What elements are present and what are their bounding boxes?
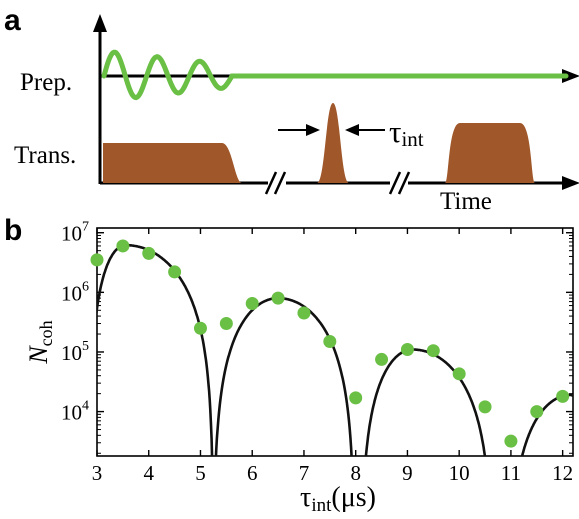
y-tick-label: 104 bbox=[61, 399, 89, 425]
x-tick-label: 4 bbox=[143, 461, 154, 485]
y-ticks: 104 105 106 107 bbox=[61, 220, 573, 454]
data-point bbox=[478, 400, 492, 414]
x-tick-label: 12 bbox=[552, 461, 573, 485]
fit-curve bbox=[97, 243, 573, 456]
tau-arrowhead-left bbox=[306, 124, 320, 136]
transfer-pulse-3 bbox=[445, 123, 535, 183]
panel-a-diagram: τint Prep. Trans. Time bbox=[14, 14, 579, 215]
data-point bbox=[375, 352, 389, 366]
prep-oscillation bbox=[101, 49, 569, 101]
prep-arrowhead bbox=[562, 69, 579, 83]
data-point bbox=[168, 265, 182, 279]
time-label: Time bbox=[440, 188, 492, 215]
data-point bbox=[219, 317, 233, 331]
x-tick-label: 9 bbox=[402, 461, 413, 485]
data-point bbox=[116, 239, 130, 253]
trans-label: Trans. bbox=[14, 142, 76, 169]
panel-b-letter: b bbox=[4, 214, 22, 247]
x-tick-label: 11 bbox=[501, 461, 521, 485]
data-point bbox=[245, 297, 259, 311]
data-point bbox=[90, 253, 104, 267]
plot-frame bbox=[96, 227, 574, 457]
transfer-pulse-2 bbox=[317, 103, 349, 183]
transfer-pulse-1 bbox=[103, 143, 242, 183]
data-point bbox=[323, 334, 337, 348]
x-axis-label: τint(μs) bbox=[300, 482, 376, 516]
tau-int-label: τint bbox=[389, 114, 424, 151]
y-axis-label: Ncoh bbox=[24, 320, 56, 364]
y-tick-label: 105 bbox=[61, 339, 89, 365]
data-point bbox=[271, 291, 285, 305]
svg-text:Ncoh: Ncoh bbox=[24, 320, 56, 364]
data-point bbox=[400, 343, 414, 357]
axis-break-2 bbox=[388, 171, 411, 195]
tau-arrowhead-right bbox=[345, 124, 359, 136]
x-tick-label: 3 bbox=[92, 461, 103, 485]
x-tick-label: 5 bbox=[195, 461, 206, 485]
data-point bbox=[452, 367, 466, 381]
y-tick-label: 107 bbox=[61, 220, 89, 246]
x-tick-label: 6 bbox=[247, 461, 258, 485]
data-point bbox=[426, 344, 440, 358]
x-tick-label: 8 bbox=[350, 461, 361, 485]
prep-label: Prep. bbox=[20, 69, 72, 96]
x-tick-label: 10 bbox=[449, 461, 470, 485]
fit-lobe bbox=[97, 243, 214, 456]
data-points bbox=[90, 239, 570, 448]
data-point bbox=[297, 306, 311, 320]
axis-break-1 bbox=[264, 171, 287, 195]
panel-a-y-arrowhead bbox=[93, 14, 107, 32]
fit-lobe bbox=[364, 348, 487, 456]
panel-a-letter: a bbox=[4, 4, 21, 37]
data-point bbox=[504, 434, 518, 448]
data-point bbox=[193, 321, 207, 335]
fit-lobe bbox=[214, 296, 353, 456]
data-point bbox=[530, 405, 544, 419]
data-point bbox=[349, 391, 363, 405]
data-point bbox=[142, 246, 156, 260]
y-tick-label: 106 bbox=[61, 279, 89, 305]
x-ticks: 3 4 5 6 7 8 9 10 11 12 bbox=[92, 228, 573, 485]
panel-a-time-arrowhead bbox=[562, 176, 579, 190]
panel-b-chart: 3 4 5 6 7 8 9 10 11 12 104 105 106 107 bbox=[61, 220, 574, 485]
fit-lobe bbox=[520, 393, 573, 456]
data-point bbox=[556, 389, 570, 403]
x-tick-label: 7 bbox=[299, 461, 310, 485]
